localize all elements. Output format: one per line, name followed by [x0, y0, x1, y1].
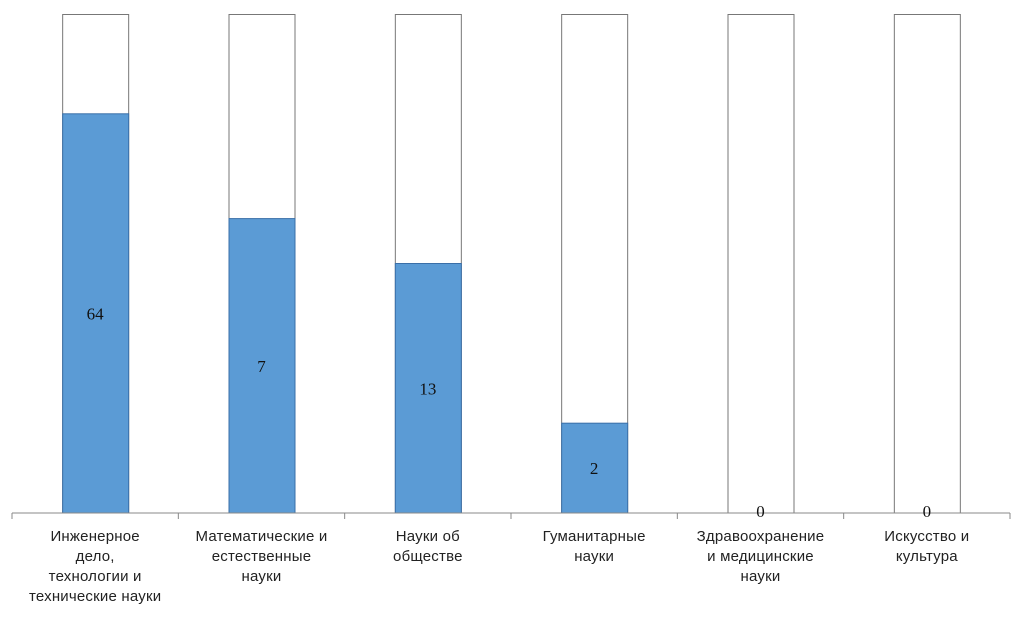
x-axis-category-label: Науки об обществе — [393, 528, 463, 565]
x-axis-category-label: Гуманитарные науки — [542, 528, 646, 565]
x-axis-category-label: Искусство и культура — [884, 528, 970, 565]
bar-value — [62, 113, 130, 514]
value-labels-group: 64 7 13 2 0 0 — [87, 304, 931, 521]
bar-value-label: 13 — [419, 379, 436, 398]
x-axis-ticks — [11, 513, 1011, 519]
bars-group — [62, 14, 961, 514]
bar-value-label: 2 — [590, 459, 599, 478]
bar-value-label: 64 — [87, 304, 105, 323]
bar-total — [727, 14, 795, 514]
bar-value — [228, 218, 296, 514]
x-axis-category-label: Инженерное дело, технологии и технически… — [29, 528, 162, 605]
bar-value — [394, 263, 462, 514]
bar-value — [561, 422, 629, 514]
bar-value-label: 7 — [257, 357, 266, 376]
bar-value-label: 0 — [923, 502, 932, 521]
bar-total — [893, 14, 961, 514]
x-axis-category-label: Математические и естественные науки — [195, 528, 328, 585]
bar-value-label: 0 — [756, 502, 765, 521]
x-axis-category-label: Здравоохранение и медицинские науки — [696, 528, 825, 585]
